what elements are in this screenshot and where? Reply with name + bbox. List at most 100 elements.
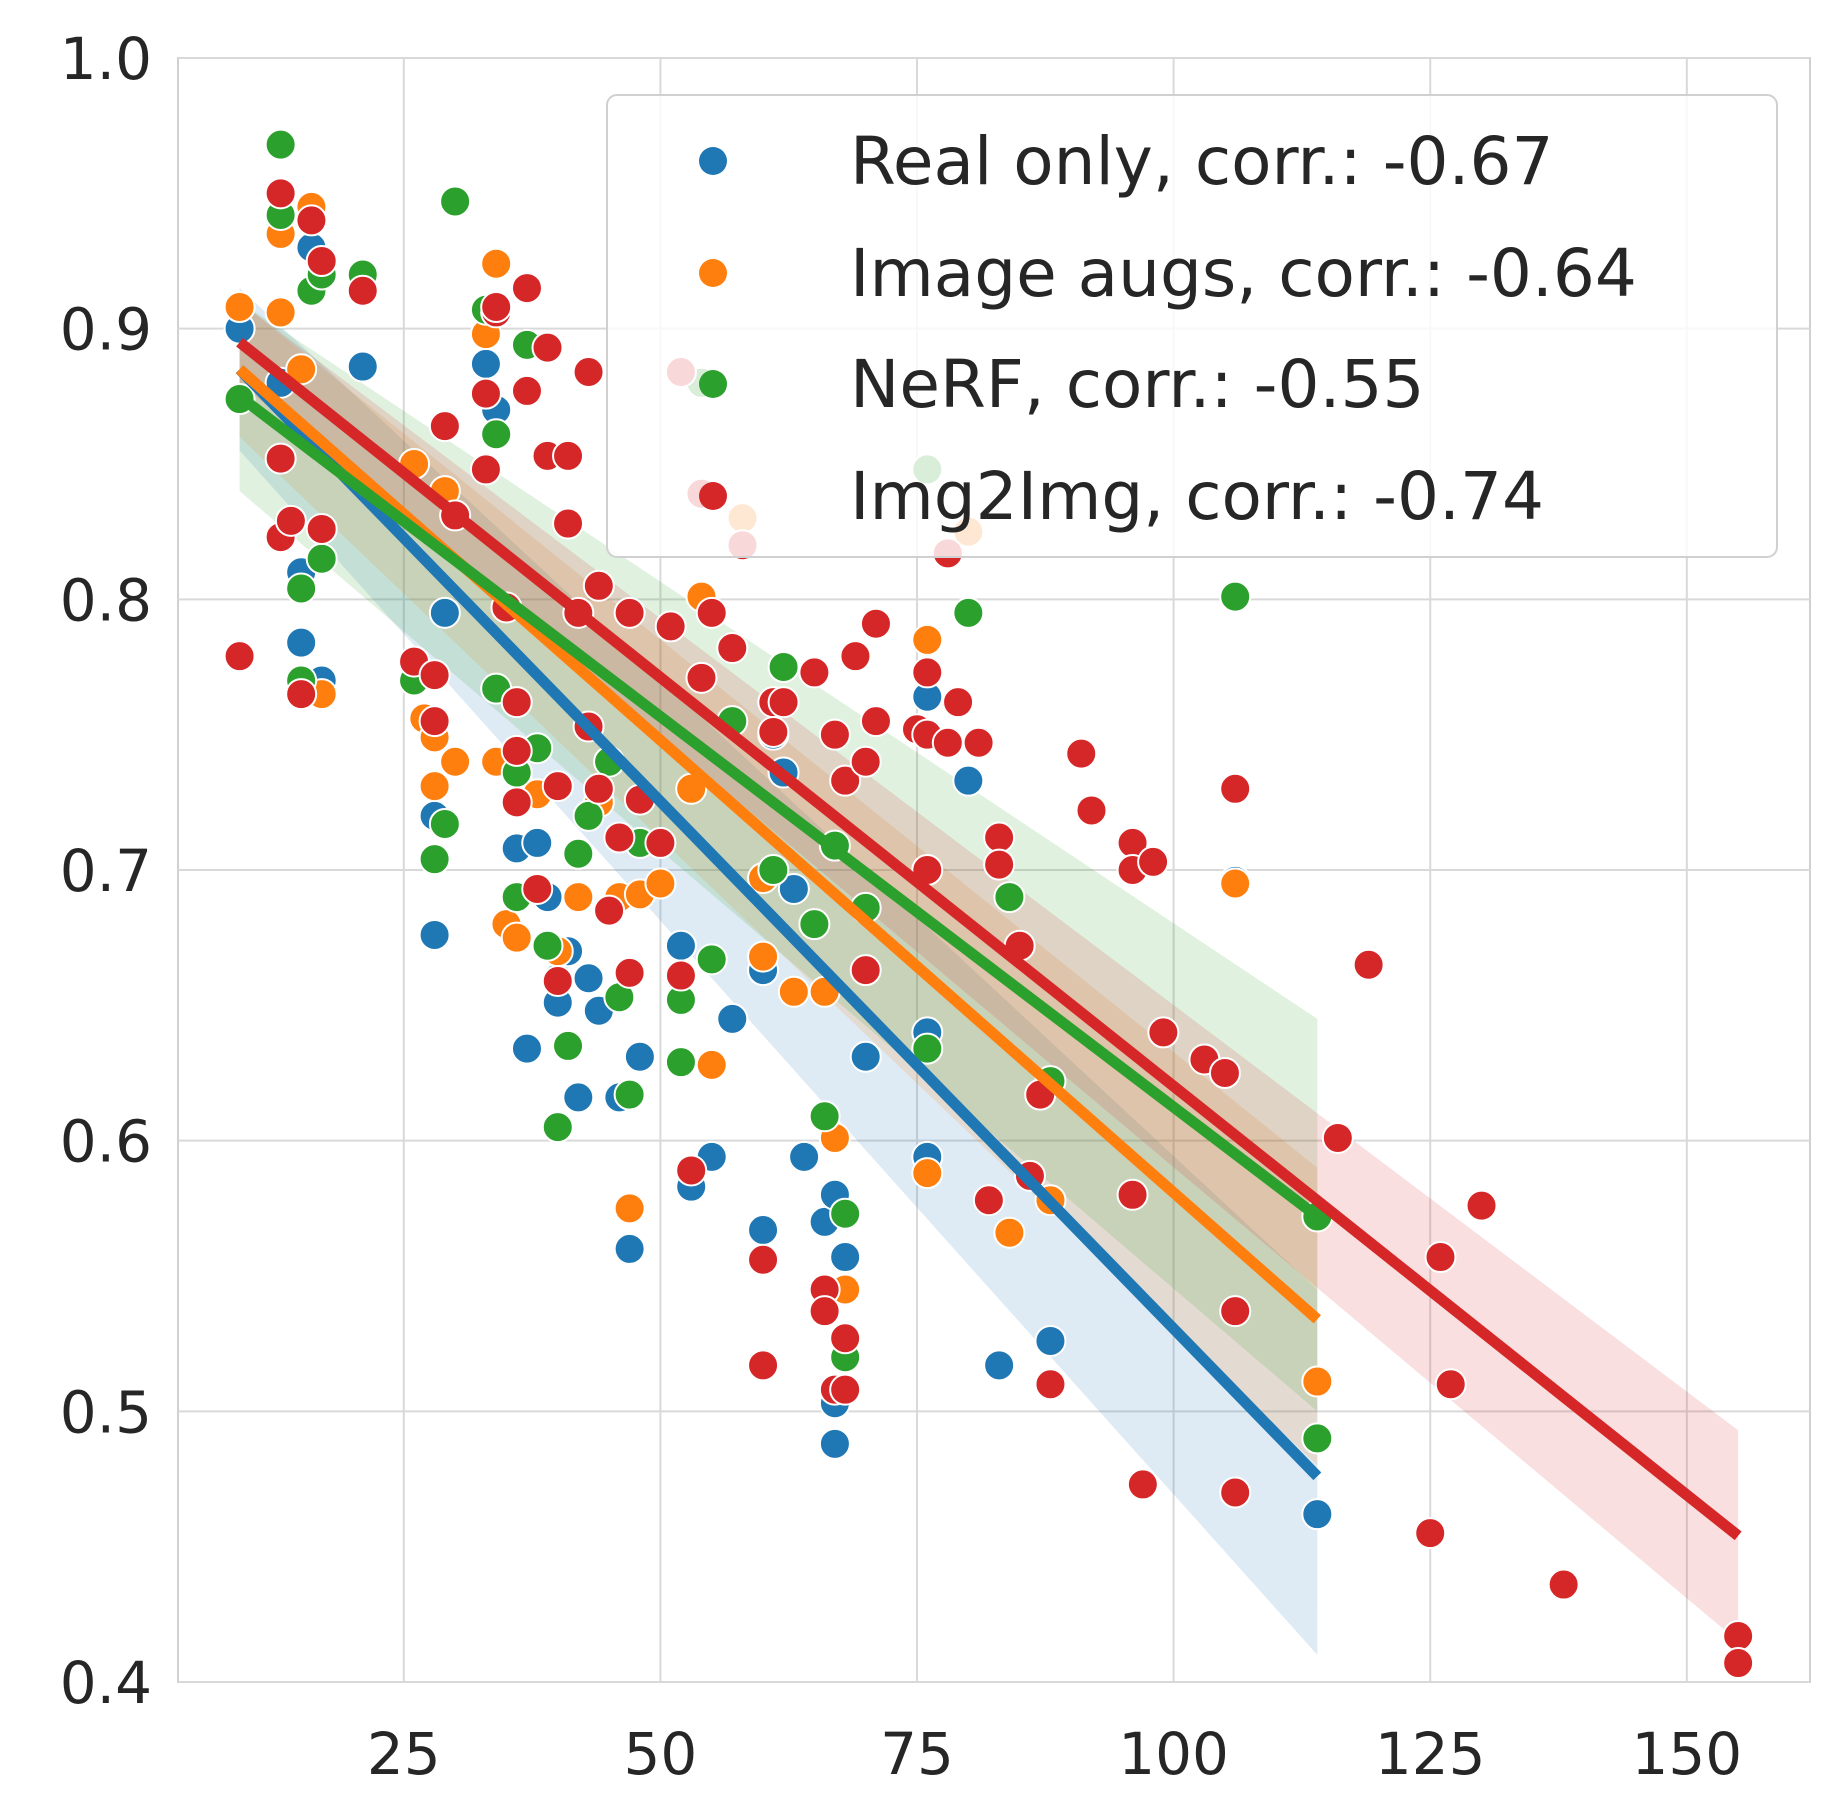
- data-point-real-only: [613, 1232, 646, 1265]
- data-point-img2img: [859, 607, 892, 640]
- data-point-img2img: [582, 569, 615, 602]
- data-point-real-only: [521, 826, 554, 859]
- data-point-nerf: [808, 1100, 841, 1133]
- data-point-real-only: [1301, 1498, 1334, 1531]
- data-point-real-only: [562, 1081, 595, 1114]
- data-point-real-only: [716, 1002, 749, 1035]
- data-point-img2img: [1065, 737, 1098, 770]
- data-point-image-augs: [644, 867, 677, 900]
- data-point-nerf: [1219, 580, 1252, 613]
- data-point-img2img: [664, 959, 697, 992]
- data-point-img2img: [695, 596, 728, 629]
- y-tick-label: 1.0: [60, 25, 152, 93]
- data-point-img2img: [685, 661, 718, 694]
- data-point-real-only: [747, 1213, 780, 1246]
- data-point-nerf: [993, 881, 1026, 914]
- regression-lines: [235, 337, 1742, 1541]
- data-point-image-augs: [480, 247, 513, 280]
- data-point-real-only: [849, 1040, 882, 1073]
- y-tick-label: 0.6: [60, 1108, 152, 1176]
- y-tick-label: 0.9: [60, 296, 152, 364]
- data-point-img2img: [808, 1295, 841, 1328]
- data-point-img2img: [1547, 1568, 1580, 1601]
- data-point-nerf: [428, 807, 461, 840]
- data-point-img2img: [469, 453, 502, 486]
- regression-line-img2img: [236, 337, 1742, 1541]
- y-tick-label: 0.4: [60, 1649, 152, 1717]
- x-tick-label: 150: [1631, 1720, 1742, 1788]
- data-point-real-only: [346, 350, 379, 383]
- data-point-nerf: [829, 1197, 862, 1230]
- data-point-img2img: [829, 1373, 862, 1406]
- regression-line-real-only: [235, 365, 1322, 1481]
- regression-line-nerf: [236, 391, 1321, 1221]
- data-point-img2img: [428, 410, 461, 443]
- data-point-nerf: [531, 929, 564, 962]
- data-point-image-augs: [911, 1157, 944, 1190]
- legend-marker-real-only: [699, 147, 727, 175]
- x-tick-label: 75: [880, 1720, 954, 1788]
- data-point-img2img: [829, 1322, 862, 1355]
- data-point-img2img: [1116, 1178, 1149, 1211]
- data-point-image-augs: [1301, 1365, 1334, 1398]
- legend-label-nerf: NeRF, corr.: -0.55: [850, 346, 1424, 423]
- legend-label-real-only: Real only, corr.: -0.67: [850, 123, 1554, 200]
- data-point-image-augs: [613, 1192, 646, 1225]
- x-tick-label: 100: [1118, 1720, 1229, 1788]
- data-point-img2img: [972, 1184, 1005, 1217]
- data-point-img2img: [931, 726, 964, 759]
- data-point-img2img: [839, 640, 872, 673]
- data-point-img2img: [264, 177, 297, 210]
- legend-label-image-augs: Image augs, corr.: -0.64: [850, 235, 1637, 312]
- data-point-real-only: [510, 1032, 543, 1065]
- data-point-img2img: [295, 204, 328, 237]
- data-point-img2img: [747, 1349, 780, 1382]
- x-axis-ticks: 25 50 75 100 125 150: [367, 1720, 1742, 1788]
- data-point-real-only: [285, 626, 318, 659]
- x-tick-label: 50: [624, 1720, 698, 1788]
- data-point-real-only: [829, 1241, 862, 1274]
- data-point-img2img: [274, 504, 307, 537]
- data-point-img2img: [613, 956, 646, 989]
- data-point-img2img: [223, 640, 256, 673]
- data-point-nerf: [952, 596, 985, 629]
- legend: Real only, corr.: -0.67 Image augs, corr…: [606, 94, 1778, 558]
- data-point-img2img: [1722, 1619, 1755, 1652]
- data-point-image-augs: [911, 623, 944, 656]
- data-point-real-only: [664, 929, 697, 962]
- data-point-img2img: [500, 786, 533, 819]
- data-point-img2img: [1424, 1241, 1457, 1274]
- data-point-img2img: [829, 764, 862, 797]
- data-point-img2img: [469, 377, 502, 410]
- data-point-img2img: [531, 331, 564, 364]
- data-point-image-augs: [747, 940, 780, 973]
- data-point-img2img: [1147, 1016, 1180, 1049]
- data-point-nerf: [1301, 1422, 1334, 1455]
- data-point-img2img: [541, 964, 574, 997]
- data-point-image-augs: [439, 745, 472, 778]
- data-point-img2img: [1034, 1368, 1067, 1401]
- data-point-nerf: [613, 1078, 646, 1111]
- data-point-img2img: [818, 718, 851, 751]
- data-point-nerf: [911, 1032, 944, 1065]
- data-point-img2img: [1075, 794, 1108, 827]
- data-point-real-only: [428, 596, 461, 629]
- data-point-img2img: [480, 291, 513, 324]
- data-point-img2img: [285, 678, 318, 711]
- data-point-nerf: [695, 943, 728, 976]
- data-point-img2img: [572, 355, 605, 388]
- data-point-img2img: [1219, 772, 1252, 805]
- data-point-img2img: [983, 848, 1016, 881]
- data-point-img2img: [798, 656, 831, 689]
- data-point-nerf: [480, 418, 513, 451]
- data-point-image-augs: [1219, 867, 1252, 900]
- data-point-nerf: [562, 837, 595, 870]
- data-point-img2img: [942, 686, 975, 719]
- data-point-real-only: [469, 347, 502, 380]
- data-point-img2img: [1208, 1057, 1241, 1089]
- data-point-img2img: [1434, 1368, 1467, 1401]
- data-point-image-augs: [264, 296, 297, 329]
- data-point-image-augs: [562, 881, 595, 914]
- data-point-img2img: [1137, 845, 1170, 878]
- data-point-nerf: [264, 128, 297, 161]
